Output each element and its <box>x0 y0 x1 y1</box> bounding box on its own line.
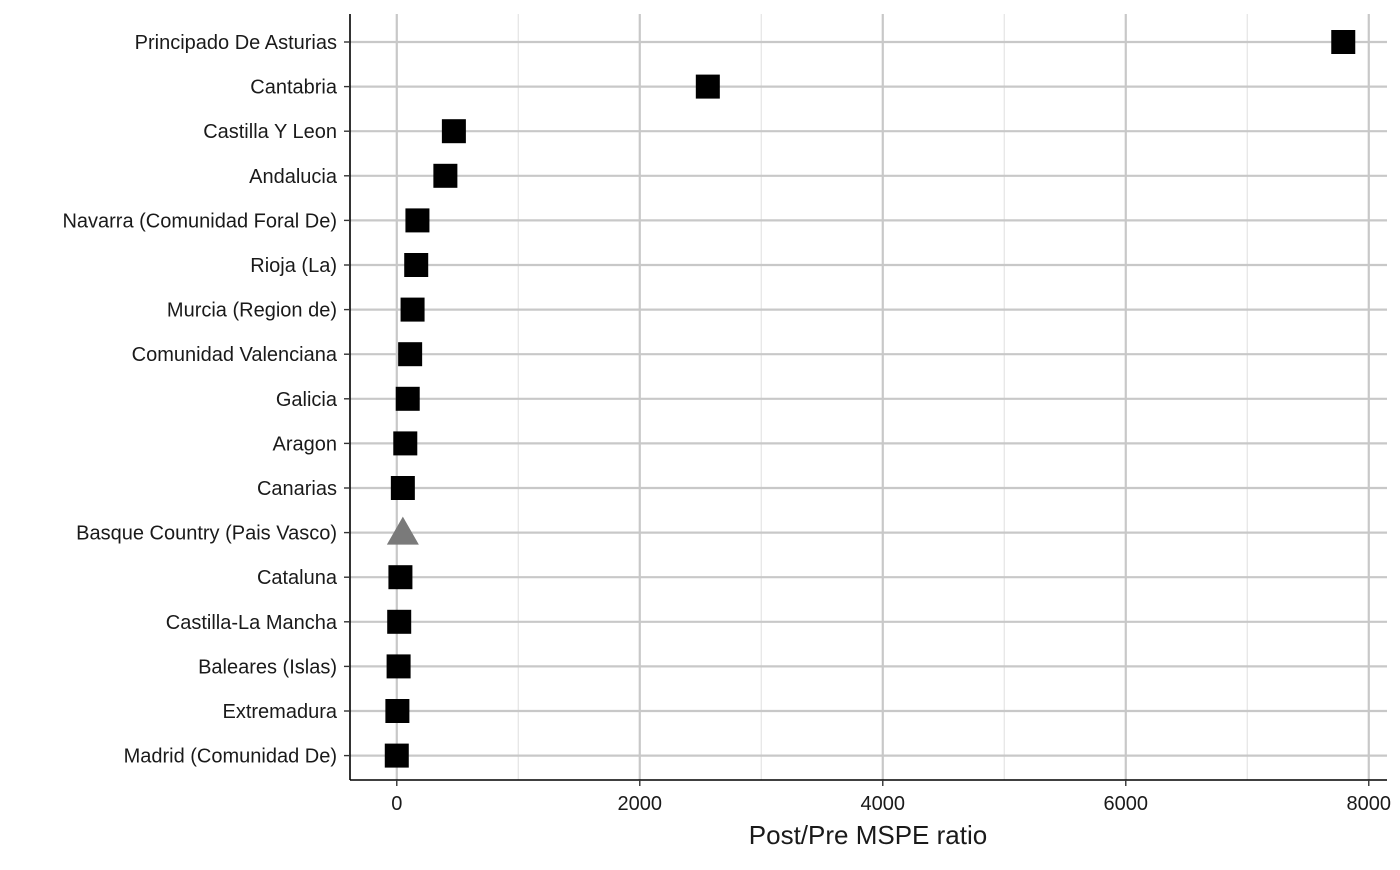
data-point-square <box>390 476 415 500</box>
y-tick-label: Extremadura <box>223 701 338 723</box>
axes <box>349 14 1387 781</box>
data-point-square <box>441 119 466 144</box>
y-tick-label: Baleares (Islas) <box>198 656 337 678</box>
data-point-square <box>387 609 412 634</box>
y-tick-label: Cataluna <box>257 567 338 589</box>
x-tick-label: 0 <box>391 793 402 815</box>
y-tick-label: Madrid (Comunidad De) <box>124 746 337 768</box>
y-tick-label: Rioja (La) <box>250 255 337 277</box>
data-point-square <box>395 386 420 411</box>
y-tick-label: Basque Country (Pais Vasco) <box>76 523 337 545</box>
x-tick-label: 2000 <box>618 793 663 815</box>
grid <box>350 14 1387 780</box>
data-point-square <box>1331 30 1356 54</box>
y-tick-label: Cantabria <box>250 77 338 99</box>
data-point-square <box>398 342 423 367</box>
y-tick-label: Canarias <box>257 478 337 500</box>
data-point-square <box>405 208 430 233</box>
y-tick-label: Castilla Y Leon <box>203 121 337 143</box>
x-axis-title: Post/Pre MSPE ratio <box>749 820 987 850</box>
y-tick-label: Murcia (Region de) <box>167 300 337 322</box>
y-tick-label: Aragon <box>273 433 338 455</box>
y-tick-label: Galicia <box>276 389 338 411</box>
data-point-square <box>393 431 418 456</box>
y-tick-label: Andalucia <box>249 166 338 188</box>
data-point-square <box>384 743 409 768</box>
data-point-square <box>385 699 410 723</box>
data-points <box>384 30 1356 768</box>
x-tick-label: 8000 <box>1347 793 1392 815</box>
data-point-square <box>433 163 458 188</box>
x-tick-labels: 0 2000 4000 6000 8000 <box>391 780 1391 815</box>
data-point-triangle <box>386 516 419 545</box>
data-point-square <box>400 297 425 322</box>
y-tick-label: Castilla-La Mancha <box>166 612 338 634</box>
x-tick-label: 6000 <box>1104 793 1149 815</box>
x-tick-label: 4000 <box>861 793 906 815</box>
data-point-square <box>695 74 720 99</box>
y-tick-labels: Principado De Asturias Cantabria Castilla … <box>62 32 350 768</box>
data-point-square <box>388 565 413 590</box>
data-point-square <box>404 253 429 277</box>
y-tick-label: Principado De Asturias <box>135 32 337 54</box>
y-tick-label: Navarra (Comunidad Foral De) <box>62 210 337 232</box>
y-tick-label: Comunidad Valenciana <box>132 344 338 366</box>
data-point-square <box>386 654 411 679</box>
